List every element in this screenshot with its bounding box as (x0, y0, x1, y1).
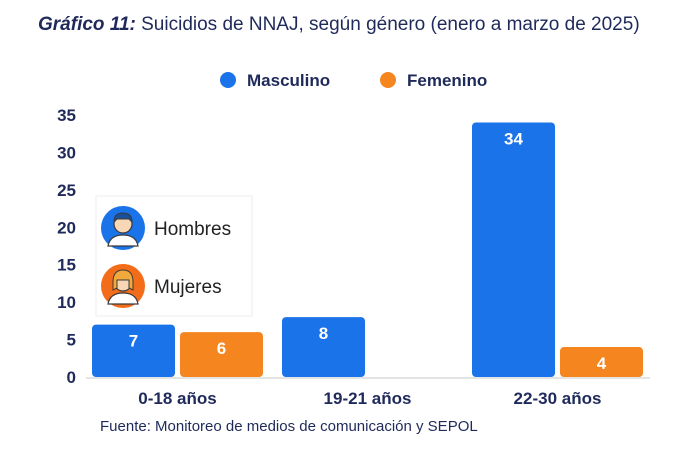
bars: 7 6 8 34 4 (92, 122, 643, 377)
legend-label-0: Masculino (247, 71, 330, 90)
bar-1-0 (282, 317, 365, 377)
x-tick-label: 19-21 años (324, 389, 412, 408)
chart-title: Gráfico 11: Suicidios de NNAJ, según gén… (38, 14, 640, 36)
y-axis: 0 5 10 15 20 25 30 35 (57, 106, 76, 387)
inset-legend-label: Hombres (154, 219, 231, 240)
y-tick-label: 25 (57, 181, 76, 200)
legend-swatch-1 (380, 72, 396, 88)
bar-2-0 (472, 122, 555, 377)
x-tick-label: 22-30 años (514, 389, 602, 408)
chart-title-prefix: Gráfico 11: (38, 14, 136, 35)
y-tick-label: 30 (57, 143, 76, 162)
woman-avatar-icon-hair (112, 269, 134, 291)
man-avatar-icon-hair (113, 212, 133, 224)
bar-2-1 (560, 347, 643, 377)
bar-value-label: 34 (504, 129, 523, 148)
y-tick-label: 5 (67, 331, 76, 350)
y-tick-label: 0 (67, 368, 76, 387)
bar-0-1 (180, 332, 263, 377)
inset-legend: Hombres Mujeres (95, 195, 253, 317)
bar-value-label: 7 (129, 332, 138, 351)
source-note: Fuente: Monitoreo de medios de comunicac… (100, 418, 478, 435)
woman-avatar-icon (101, 264, 145, 308)
legend: Masculino Femenino (220, 71, 487, 90)
bar-value-label: 8 (319, 324, 328, 343)
chart-title-text: Suicidios de NNAJ, según género (enero a… (135, 14, 640, 35)
y-tick-label: 15 (57, 256, 76, 275)
y-tick-label: 10 (57, 293, 76, 312)
inset-legend-label: Mujeres (154, 277, 222, 298)
legend-swatch-0 (220, 72, 236, 88)
x-tick-label: 0-18 años (138, 389, 216, 408)
y-tick-label: 35 (57, 106, 76, 125)
bar-0-0 (92, 324, 175, 377)
bar-value-label: 6 (217, 339, 226, 358)
man-avatar-icon (101, 206, 145, 250)
y-tick-label: 20 (57, 218, 76, 237)
legend-label-1: Femenino (407, 71, 487, 90)
woman-avatar-icon-body (107, 292, 139, 305)
x-axis: 0-18 años 19-21 años 22-30 años (86, 377, 650, 408)
man-avatar-icon-body (107, 234, 139, 247)
bar-value-label: 4 (597, 354, 607, 373)
